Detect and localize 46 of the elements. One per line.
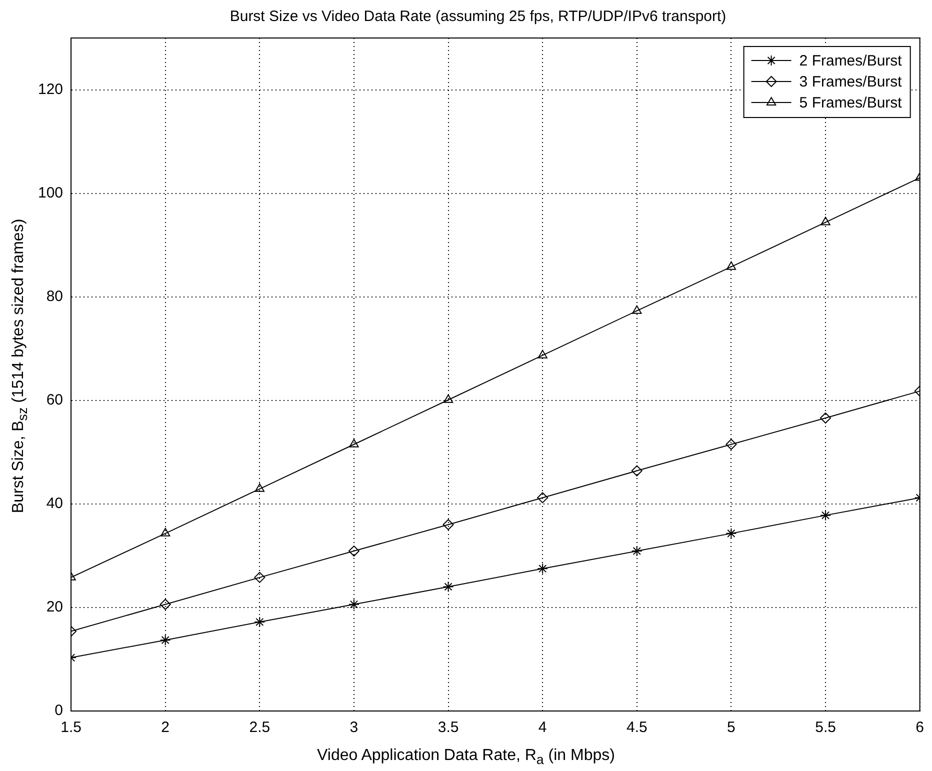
point (254, 616, 266, 628)
point (442, 519, 454, 530)
point (631, 465, 642, 476)
point (538, 350, 548, 358)
x-tick-label: 5 (727, 719, 736, 736)
x-tick-label: 5.5 (815, 719, 836, 736)
y-tick-label: 120 (38, 80, 64, 98)
point (726, 261, 736, 270)
x-tick-label: 3 (350, 719, 358, 736)
x-tick-label: 2 (161, 719, 170, 736)
point (254, 572, 266, 583)
x-tick-label: 2.5 (249, 719, 270, 736)
point (349, 438, 359, 448)
legend-label: 2 Frames/Burst (799, 52, 903, 70)
y-tick-label: 60 (46, 392, 64, 409)
x-tick-label: 3.5 (438, 719, 459, 736)
point (726, 528, 737, 539)
point (537, 492, 548, 504)
point (820, 412, 832, 424)
point (632, 305, 642, 314)
point (631, 546, 642, 557)
y-tick-label: 0 (54, 702, 64, 720)
point (254, 483, 264, 492)
point (726, 438, 737, 450)
point (348, 598, 360, 610)
x-tick-label: 4.5 (626, 719, 648, 736)
legend-label: 5 Frames/Burst (799, 94, 903, 112)
x-tick-label: 1.5 (60, 719, 82, 736)
x-tick-label: 6 (916, 719, 924, 736)
legend-label: 3 Frames/Burst (799, 74, 903, 91)
y-tick-label: 20 (46, 598, 64, 616)
point (537, 563, 548, 574)
point (820, 510, 832, 521)
point (348, 546, 360, 557)
x-axis-title: Video Application Data Rate, R$_{a}$ (in Mbps) (316, 746, 616, 767)
y-tick-label: 40 (46, 495, 64, 512)
x-tick-label: 4 (538, 719, 547, 736)
y-tick-label: 100 (38, 184, 64, 202)
chart-title: Burst Size vs Video Data Rate (assuming 25 fps, RTP/UDP/IPv6 transport) (230, 8, 726, 26)
point (443, 394, 454, 403)
point (160, 528, 170, 536)
point (160, 634, 171, 646)
point (160, 598, 171, 610)
point (820, 216, 830, 226)
y-tick-label: 80 (46, 288, 64, 305)
point (442, 581, 454, 592)
